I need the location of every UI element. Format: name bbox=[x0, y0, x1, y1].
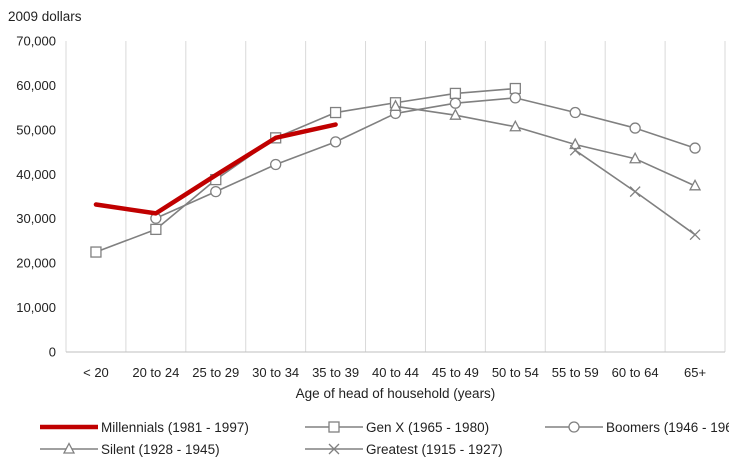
x-axis-title: Age of head of household (years) bbox=[296, 386, 496, 401]
data-point bbox=[449, 108, 462, 120]
data-point bbox=[509, 82, 521, 95]
x-tick-label: 35 to 39 bbox=[312, 365, 359, 380]
y-tick-label: 70,000 bbox=[16, 34, 56, 49]
legend-label: Silent (1928 - 1945) bbox=[101, 442, 220, 457]
y-tick-label: 50,000 bbox=[16, 122, 56, 137]
data-point bbox=[449, 97, 462, 109]
legend-label: Boomers (1946 - 1964) bbox=[606, 420, 729, 435]
data-point bbox=[150, 223, 162, 236]
legend-label: Greatest (1915 - 1927) bbox=[366, 442, 503, 457]
series-line bbox=[394, 105, 696, 187]
x-tick-label: 50 to 54 bbox=[492, 365, 539, 380]
legend-entry: Greatest (1915 - 1927) bbox=[305, 442, 503, 457]
series-gen-x bbox=[90, 82, 521, 258]
x-tick-label: 25 to 29 bbox=[192, 365, 239, 380]
data-point bbox=[509, 92, 521, 104]
series-silent- bbox=[389, 99, 702, 191]
legend-marker bbox=[568, 421, 580, 433]
y-tick-label: 20,000 bbox=[16, 256, 56, 271]
x-tick-label: 40 to 44 bbox=[372, 365, 419, 380]
legend: Millennials (1981 - 1997) Gen X (1965 - 1… bbox=[40, 420, 729, 457]
x-tick-label: 20 to 24 bbox=[132, 365, 179, 380]
legend-label: Gen X (1965 - 1980) bbox=[366, 420, 489, 435]
x-tick-label: 55 to 59 bbox=[552, 365, 599, 380]
data-point bbox=[509, 119, 522, 132]
series-lines bbox=[90, 82, 702, 258]
data-point bbox=[629, 122, 641, 134]
data-point bbox=[449, 87, 462, 100]
y-axis-title: 2009 dollars bbox=[8, 9, 82, 24]
data-point bbox=[569, 106, 581, 119]
data-point bbox=[90, 246, 102, 258]
y-tick-labels: 0 10,000 20,000 30,000 40,000 50,000 60,000 70,… bbox=[16, 34, 56, 360]
x-tick-label: < 20 bbox=[83, 365, 109, 380]
legend-entry: Boomers (1946 - 1964) bbox=[545, 420, 729, 435]
data-point bbox=[389, 99, 402, 111]
series-line bbox=[95, 87, 517, 253]
y-tick-label: 60,000 bbox=[16, 78, 56, 93]
x-tick-label: 30 to 34 bbox=[252, 365, 299, 380]
legend-marker bbox=[62, 442, 76, 454]
x-tick-label: 45 to 49 bbox=[432, 365, 479, 380]
legend-marker bbox=[328, 443, 340, 455]
y-tick-label: 30,000 bbox=[16, 211, 56, 226]
legend-marker bbox=[328, 421, 340, 433]
data-point bbox=[629, 186, 641, 198]
data-point bbox=[569, 137, 582, 150]
series-line bbox=[155, 97, 696, 220]
legend-entry: Silent (1928 - 1945) bbox=[40, 442, 220, 457]
legend-entry: Millennials (1981 - 1997) bbox=[40, 420, 249, 435]
legend-label: Millennials (1981 - 1997) bbox=[101, 420, 249, 435]
data-point bbox=[688, 178, 702, 191]
y-tick-label: 10,000 bbox=[16, 300, 56, 315]
data-point bbox=[329, 136, 342, 148]
data-point bbox=[689, 142, 701, 154]
data-point bbox=[270, 158, 282, 171]
data-point bbox=[689, 229, 701, 241]
x-tick-label: 60 to 64 bbox=[612, 365, 659, 380]
y-tick-label: 40,000 bbox=[16, 167, 56, 182]
x-tick-label: 65+ bbox=[684, 365, 706, 380]
y-tick-label: 0 bbox=[49, 345, 56, 360]
series-line bbox=[93, 122, 338, 216]
data-point bbox=[210, 185, 222, 198]
data-point bbox=[569, 144, 581, 156]
data-point bbox=[329, 106, 342, 119]
data-point bbox=[629, 151, 642, 164]
series-greatest- bbox=[569, 144, 701, 241]
gridlines bbox=[65, 41, 726, 352]
x-tick-labels: < 20 20 to 24 25 to 29 30 to 34 35 to 39 40 t… bbox=[83, 365, 706, 380]
legend-entry: Gen X (1965 - 1980) bbox=[305, 420, 489, 435]
series-millennials- bbox=[93, 122, 338, 216]
